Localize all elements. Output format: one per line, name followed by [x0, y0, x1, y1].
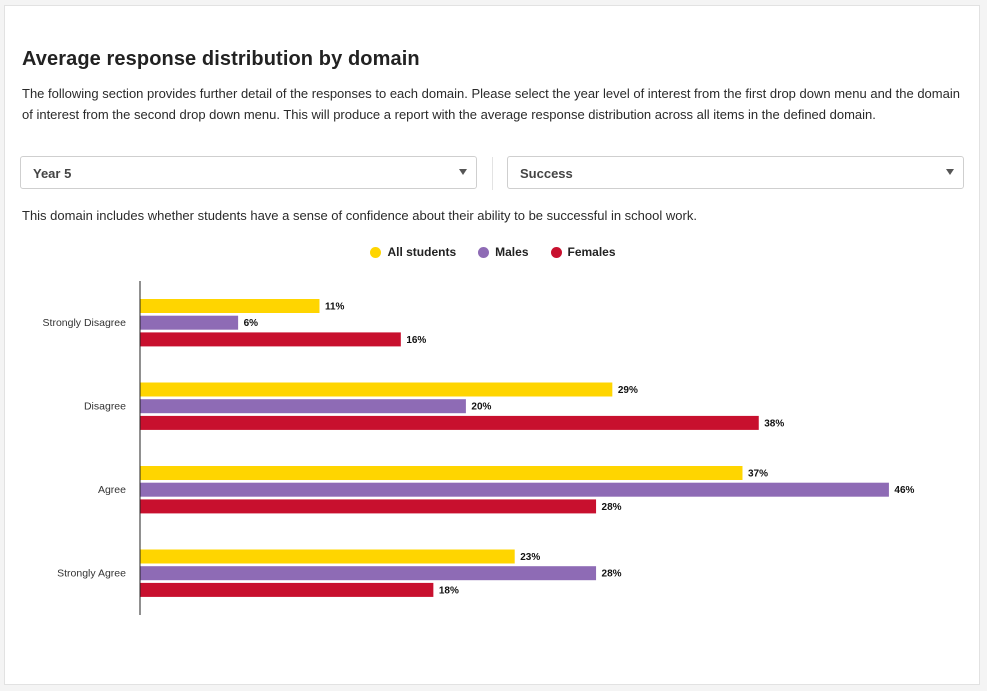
legend-label: Males	[495, 245, 529, 259]
legend-dot-icon	[478, 246, 490, 258]
data-label: 38%	[764, 418, 784, 429]
domain-value: Success	[520, 166, 573, 181]
data-label: 46%	[894, 485, 914, 496]
legend-dot-icon	[550, 246, 562, 258]
bar-chart: Strongly Disagree 11% 6% 16% Disagree 29% 20% 3…	[43, 281, 915, 615]
bar-males[interactable]	[140, 566, 597, 581]
section-description: The following section provides further d…	[22, 86, 960, 122]
report-card: Average response distribution by domain …	[4, 5, 980, 685]
bar-all-students[interactable]	[140, 299, 320, 313]
data-label: 18%	[439, 585, 459, 596]
bar-females[interactable]	[140, 499, 597, 514]
year-level-select[interactable]: Year 5	[20, 156, 477, 189]
bar-females[interactable]	[140, 332, 401, 347]
legend-label: Females	[567, 245, 616, 259]
bar-males[interactable]	[140, 399, 466, 414]
data-label: 23%	[520, 552, 540, 563]
legend-label: All students	[387, 245, 457, 259]
section-title: Average response distribution by domain	[22, 48, 420, 70]
data-label: 37%	[748, 469, 768, 480]
category-label: Disagree	[84, 401, 126, 413]
legend-dot-icon	[370, 246, 382, 258]
domain-description: This domain includes whether students ha…	[22, 208, 697, 223]
bar-females[interactable]	[140, 415, 759, 430]
legend-item-males[interactable]: Males	[478, 245, 529, 259]
legend-item-females[interactable]: Females	[550, 245, 616, 259]
data-label: 16%	[406, 335, 426, 346]
domain-select[interactable]: Success	[507, 156, 964, 189]
chart-legend: All students Males Females	[5, 245, 981, 259]
category-label: Agree	[98, 484, 126, 496]
chevron-down-icon	[459, 169, 467, 175]
data-label: 11%	[325, 302, 345, 313]
bar-all-students[interactable]	[140, 549, 515, 564]
year-level-value: Year 5	[33, 166, 72, 181]
bar-males[interactable]	[140, 482, 889, 497]
data-label: 29%	[618, 385, 638, 396]
data-label: 28%	[602, 502, 622, 513]
bar-females[interactable]	[140, 582, 434, 597]
select-divider	[492, 157, 493, 190]
bar-males[interactable]	[140, 315, 239, 330]
data-label: 28%	[602, 569, 622, 580]
data-label: 6%	[244, 318, 259, 329]
chevron-down-icon	[946, 169, 954, 175]
bar-all-students[interactable]	[140, 466, 743, 480]
legend-item-all-students[interactable]: All students	[370, 245, 456, 259]
bar-all-students[interactable]	[140, 382, 613, 397]
category-label: Strongly Disagree	[43, 317, 127, 329]
data-label: 20%	[471, 402, 491, 413]
category-label: Strongly Agree	[57, 568, 126, 580]
